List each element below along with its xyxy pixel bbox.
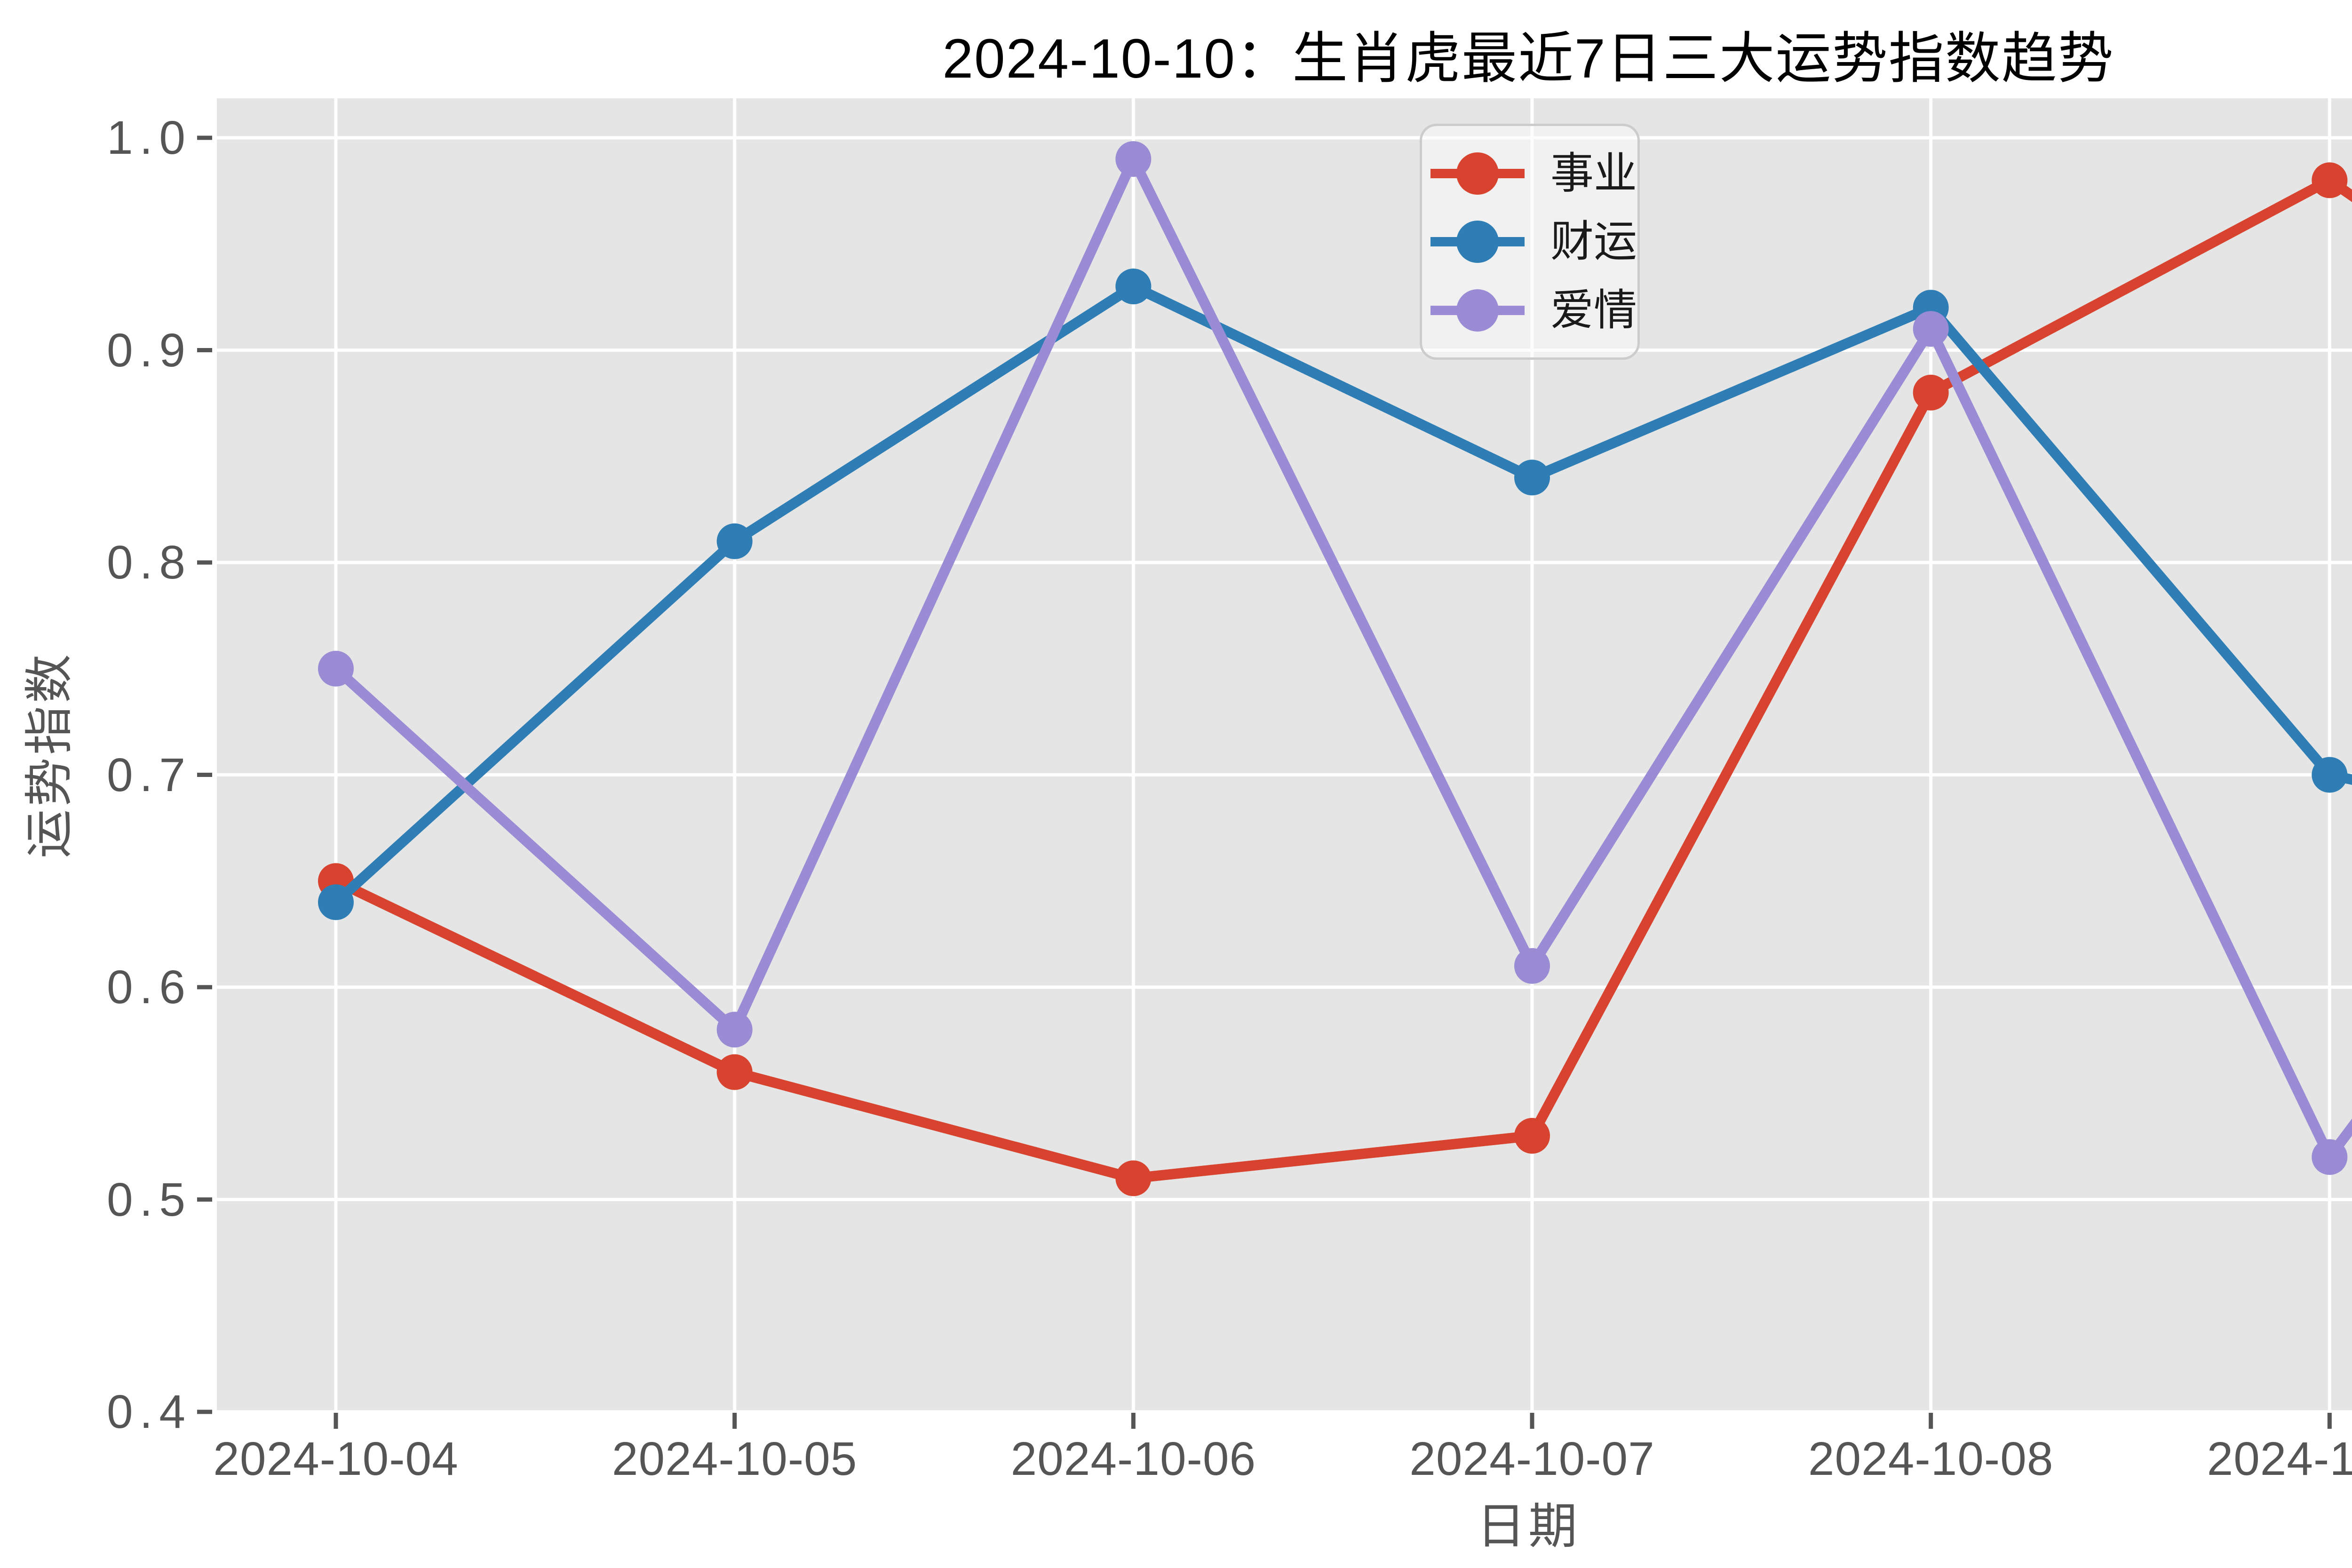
data-point-wealth <box>716 523 753 559</box>
series-line-love <box>331 154 2352 1163</box>
data-point-career <box>1913 374 1949 411</box>
y-tick-label: 0.7 <box>106 748 192 801</box>
data-point-love <box>716 1012 753 1048</box>
legend: 事业 财运 爱情 <box>1420 124 1640 360</box>
data-point-career <box>2312 162 2348 198</box>
grid-layer <box>217 98 2352 1414</box>
data-point-wealth <box>1514 459 1550 496</box>
y-tick-label: 0.6 <box>106 961 192 1014</box>
tick-marks-layer <box>197 135 2332 1429</box>
y-tick-label: 0.9 <box>106 324 192 377</box>
x-tick-label: 2024-10-09 <box>2207 1433 2352 1485</box>
legend-item-wealth: 财运 <box>1430 216 1637 268</box>
x-tick-label: 2024-10-08 <box>1808 1433 2054 1485</box>
x-tick-label: 2024-10-05 <box>612 1433 858 1485</box>
x-tick-label: 2024-10-04 <box>213 1433 459 1485</box>
y-tick-label: 0.5 <box>106 1173 192 1226</box>
x-tick-label: 2024-10-06 <box>1010 1433 1256 1485</box>
plot-area <box>217 98 2352 1412</box>
legend-marker-icon <box>1430 152 1525 195</box>
y-tick-label: 0.8 <box>106 536 192 589</box>
legend-marker-icon <box>1430 289 1525 332</box>
y-tick-label: 1.0 <box>106 111 192 164</box>
series-layer <box>318 141 2352 1196</box>
series-line-career <box>331 175 2352 1184</box>
data-point-wealth <box>318 884 354 920</box>
data-point-love <box>1514 948 1550 984</box>
y-axis-label: 运势指数 <box>22 651 77 859</box>
data-point-wealth <box>1115 269 1152 305</box>
data-point-love <box>1913 311 1949 347</box>
legend-marker-icon <box>1430 221 1525 263</box>
x-tick-label: 2024-10-07 <box>1409 1433 1655 1485</box>
data-point-career <box>716 1054 753 1090</box>
chart-title: 2024-10-10：生肖虎最近7日三大运势指数趋势 <box>942 28 2114 90</box>
legend-item-career: 事业 <box>1430 148 1637 199</box>
data-point-love <box>318 650 354 687</box>
data-point-love <box>1115 141 1152 177</box>
x-axis-label: 日期 <box>1476 1499 1581 1554</box>
data-point-wealth <box>2312 757 2348 793</box>
y-tick-label: 0.4 <box>106 1386 192 1438</box>
legend-item-love: 爱情 <box>1430 285 1637 336</box>
legend-item-label: 事业 <box>1550 149 1637 198</box>
data-point-career <box>1115 1160 1152 1196</box>
data-point-love <box>2312 1139 2348 1175</box>
legend-item-label: 爱情 <box>1550 286 1637 334</box>
legend-item-label: 财运 <box>1550 218 1637 266</box>
data-point-career <box>1514 1118 1550 1154</box>
